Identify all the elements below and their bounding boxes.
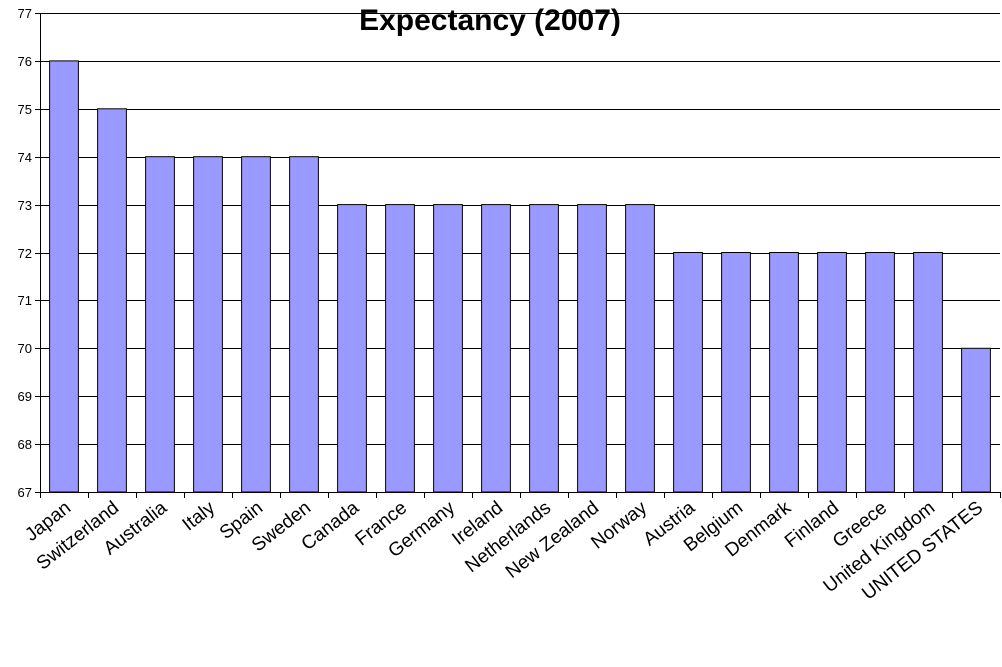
y-tick-label: 76 <box>18 54 32 69</box>
bar <box>433 204 463 493</box>
bar <box>289 156 319 493</box>
x-tick-label: Norway <box>587 497 651 554</box>
y-tick-label: 73 <box>18 198 32 213</box>
bar <box>817 252 847 493</box>
bar <box>49 60 79 493</box>
y-tick-label: 67 <box>18 485 32 500</box>
bar <box>529 204 559 493</box>
y-tick-labels: 67 68 69 70 71 72 73 74 75 76 77 <box>18 6 32 500</box>
bar <box>961 347 991 493</box>
chart-title: Expectancy (2007) <box>359 4 621 37</box>
y-tick-label: 75 <box>18 102 32 117</box>
bar <box>97 108 127 493</box>
y-tick-label: 72 <box>18 246 32 261</box>
bar <box>673 252 703 493</box>
bar <box>481 204 511 493</box>
y-tick-label: 70 <box>18 341 32 356</box>
y-tick-label: 71 <box>18 293 32 308</box>
bar <box>625 204 655 493</box>
bar <box>241 156 271 493</box>
axes <box>35 13 1001 498</box>
bars <box>49 60 991 493</box>
y-tick-label: 77 <box>18 6 32 21</box>
bar <box>337 204 367 493</box>
bar <box>145 156 175 493</box>
bar <box>769 252 799 493</box>
x-tick-label: Finland <box>781 497 843 552</box>
y-tick-label: 69 <box>18 389 32 404</box>
bar <box>193 156 223 493</box>
gridlines <box>40 13 1000 445</box>
bar <box>865 252 895 493</box>
x-tick-label: Italy <box>179 497 220 535</box>
y-tick-label: 68 <box>18 437 32 452</box>
bar <box>577 204 607 493</box>
bar <box>913 252 943 493</box>
y-tick-label: 74 <box>18 150 32 165</box>
bar <box>721 252 751 493</box>
bar <box>385 204 415 493</box>
